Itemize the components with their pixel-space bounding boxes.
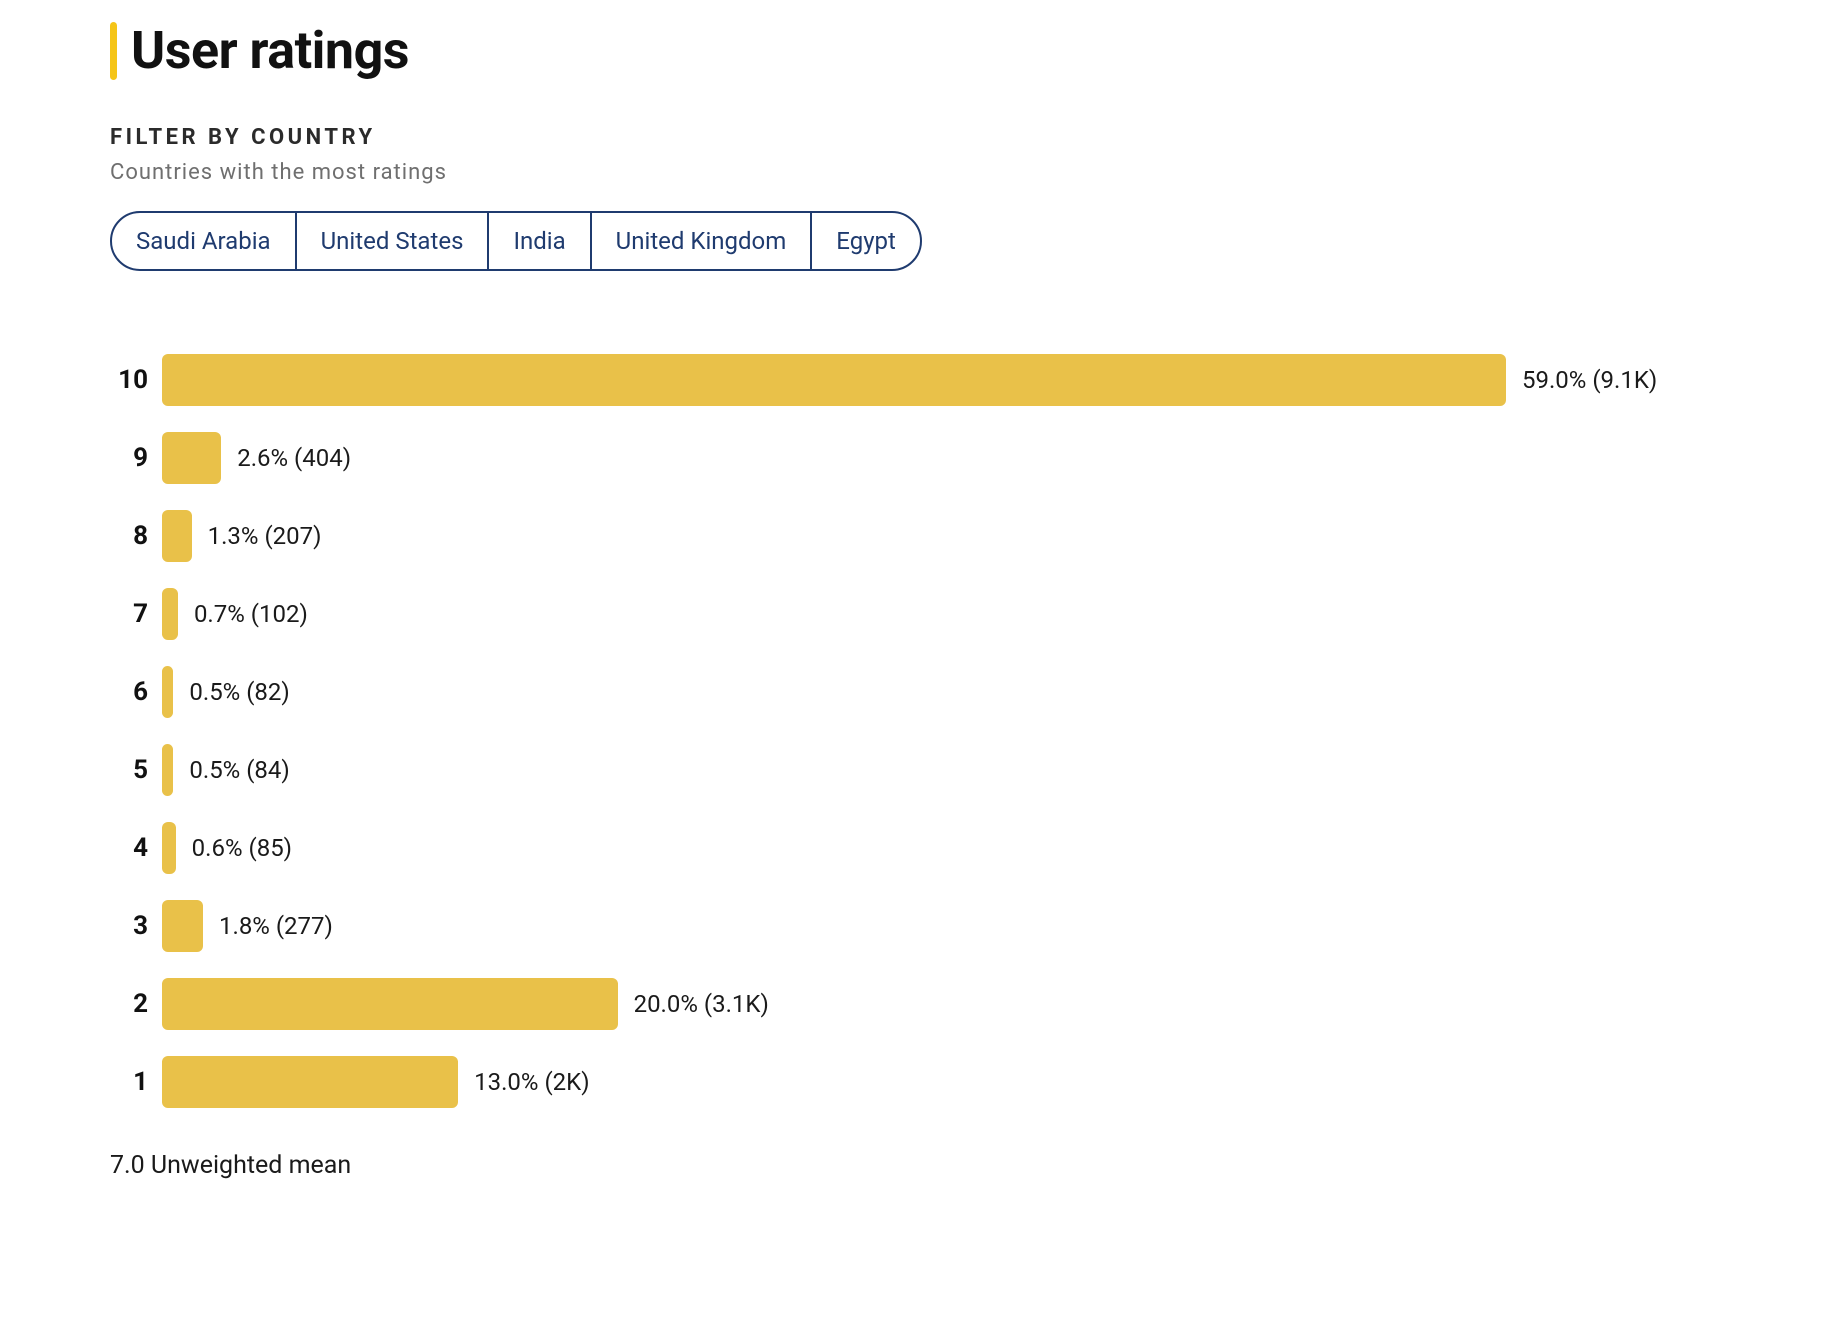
bar-fill <box>162 666 173 718</box>
bar-track <box>162 744 173 796</box>
bar-fill <box>162 900 203 952</box>
bar-fill <box>162 744 173 796</box>
bar-track <box>162 978 618 1030</box>
histogram-row: 7 0.7% (102) <box>110 575 1725 653</box>
rating-bucket-label: 4 <box>110 833 162 863</box>
rating-bucket-label: 2 <box>110 989 162 1019</box>
ratings-histogram: 10 59.0% (9.1K) 9 2.6% (404) 8 1.3% (207) 7 0.7… <box>110 341 1725 1121</box>
bar-value-label: 59.0% (9.1K) <box>1522 366 1657 394</box>
rating-bucket-label: 5 <box>110 755 162 785</box>
histogram-row: 9 2.6% (404) <box>110 419 1725 497</box>
histogram-row: 10 59.0% (9.1K) <box>110 341 1725 419</box>
ratings-panel: User ratings FILTER BY COUNTRY Countries… <box>0 0 1835 1240</box>
filter-subtitle: Countries with the most ratings <box>110 160 1725 185</box>
histogram-row: 6 0.5% (82) <box>110 653 1725 731</box>
rating-bucket-label: 8 <box>110 521 162 551</box>
histogram-row: 1 13.0% (2K) <box>110 1043 1725 1121</box>
title-row: User ratings <box>110 20 1725 81</box>
rating-bucket-label: 1 <box>110 1067 162 1097</box>
rating-bucket-label: 6 <box>110 677 162 707</box>
bar-fill <box>162 822 176 874</box>
bar-fill <box>162 432 221 484</box>
bar-value-label: 1.8% (277) <box>219 912 333 940</box>
bar-track <box>162 1056 458 1108</box>
filter-heading: FILTER BY COUNTRY <box>110 125 1725 150</box>
rating-bucket-label: 7 <box>110 599 162 629</box>
bar-track <box>162 432 221 484</box>
country-chip[interactable]: United States <box>297 213 490 269</box>
country-chip[interactable]: India <box>489 213 591 269</box>
bar-value-label: 20.0% (3.1K) <box>634 990 769 1018</box>
bar-value-label: 0.5% (82) <box>189 678 289 706</box>
bar-value-label: 0.7% (102) <box>194 600 308 628</box>
histogram-row: 3 1.8% (277) <box>110 887 1725 965</box>
bar-track <box>162 354 1506 406</box>
histogram-row: 5 0.5% (84) <box>110 731 1725 809</box>
country-chip[interactable]: Saudi Arabia <box>112 213 297 269</box>
bar-fill <box>162 588 178 640</box>
bar-track <box>162 900 203 952</box>
unweighted-mean: 7.0 Unweighted mean <box>110 1151 1725 1180</box>
bar-fill <box>162 978 618 1030</box>
country-filter-group: Saudi ArabiaUnited StatesIndiaUnited Kin… <box>110 211 922 271</box>
bar-value-label: 0.5% (84) <box>189 756 289 784</box>
bar-fill <box>162 510 192 562</box>
bar-value-label: 2.6% (404) <box>237 444 351 472</box>
histogram-row: 2 20.0% (3.1K) <box>110 965 1725 1043</box>
rating-bucket-label: 10 <box>110 365 162 395</box>
title-accent-bar <box>110 22 117 80</box>
rating-bucket-label: 3 <box>110 911 162 941</box>
bar-value-label: 1.3% (207) <box>208 522 322 550</box>
country-chip[interactable]: United Kingdom <box>592 213 813 269</box>
bar-fill <box>162 354 1506 406</box>
page-title: User ratings <box>131 20 409 81</box>
rating-bucket-label: 9 <box>110 443 162 473</box>
bar-value-label: 13.0% (2K) <box>474 1068 589 1096</box>
bar-track <box>162 666 173 718</box>
country-chip[interactable]: Egypt <box>812 213 920 269</box>
bar-track <box>162 510 192 562</box>
histogram-row: 4 0.6% (85) <box>110 809 1725 887</box>
bar-fill <box>162 1056 458 1108</box>
bar-track <box>162 588 178 640</box>
bar-value-label: 0.6% (85) <box>192 834 292 862</box>
bar-track <box>162 822 176 874</box>
histogram-row: 8 1.3% (207) <box>110 497 1725 575</box>
